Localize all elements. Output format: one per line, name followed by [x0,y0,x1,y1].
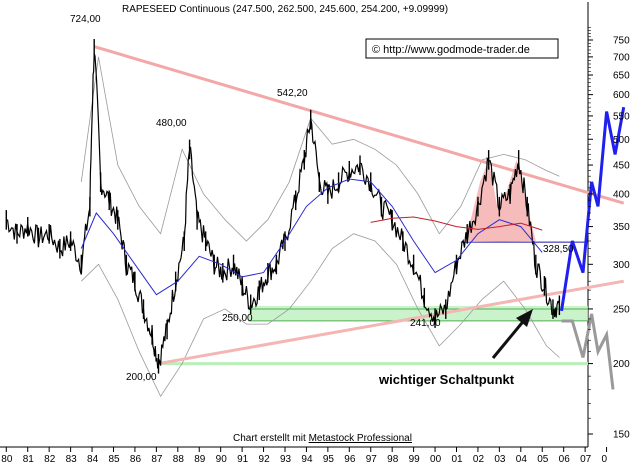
forecast-bullish [560,106,626,312]
forecast-bearish [561,313,615,390]
x-tick-label: 86 [130,454,142,464]
x-tick-label: 00 [430,454,442,464]
copyright-box [365,38,559,59]
y-tick-label: 650 [613,71,630,82]
x-tick-label: 82 [44,454,56,464]
pivot-arrow-head [516,309,533,327]
x-tick-label: 02 [473,454,485,464]
label-peak-1984: 724,00 [70,14,101,25]
x-tick-label: 93 [280,454,292,464]
x-tick-label: 81 [23,454,35,464]
x-tick-label: 97 [366,454,378,464]
y-tick-label: 350 [613,222,630,233]
chart-title: RAPESEED Continuous (247.500, 262.500, 2… [122,4,448,15]
x-tick-label: 80 [1,454,13,464]
band-lower [81,233,560,398]
chart-credit: Chart erstellt mit Metastock Professiona… [233,433,412,444]
ma-red [370,216,543,231]
pivot-arrow-shaft [491,317,528,359]
label-low-2000: 241,00 [410,318,441,329]
x-tick-label: 88 [173,454,185,464]
y-tick-label: 500 [613,135,630,146]
label-low-1991: 250,00 [222,313,253,324]
y-tick-label: 600 [613,90,630,101]
x-tick-label: 89 [194,454,206,464]
x-tick-label: 94 [301,454,313,464]
x-tick-label: 98 [387,454,399,464]
y-axis-ticks: 150 200 250 300 350 400 450 500 550 600 650 700 750 [588,26,630,441]
x-tick-label: 92 [259,454,271,464]
head-shoulders-pattern [465,159,536,243]
credit-link[interactable]: Metastock Professional [309,433,412,444]
x-tick-label: 96 [344,454,356,464]
ma-blue [80,178,543,296]
x-tick-label: 06 [559,454,571,464]
pattern-fill [465,159,536,243]
x-tick-label: 03 [494,454,506,464]
band-upper [80,56,560,242]
y-tick-label: 550 [613,111,630,122]
y-tick-label: 200 [613,359,630,370]
x-tick-label: 04 [516,454,528,464]
x-tick-label: 83 [66,454,78,464]
y-tick-label: 750 [613,36,630,47]
label-pivot: wichtiger Schaltpunkt [378,372,515,387]
x-tick-label: 05 [537,454,549,464]
y-tick-label: 250 [613,304,630,315]
copyright-text: © http://www.godmode-trader.de [372,44,530,56]
label-peak-1994: 542,20 [277,88,308,99]
volatility-bands [80,56,560,398]
label-low-1987: 200,00 [126,372,157,383]
y-tick-label: 700 [613,52,630,63]
x-tick-label: 85 [108,454,120,464]
y-tick-label: 400 [613,189,630,200]
x-tick-label: 87 [151,454,163,464]
x-tick-label: 01 [451,454,463,464]
credit-prefix: Chart erstellt mit [233,433,309,444]
label-neckline: 328,50 [543,244,574,255]
x-tick-label: 90 [216,454,228,464]
y-tick-label: 450 [613,161,630,172]
moving-averages [80,178,543,296]
x-tick-label: 84 [87,454,99,464]
x-tick-label: 07 [580,454,592,464]
y-tick-label: 150 [613,430,630,441]
label-peak-1988: 480,00 [156,118,187,129]
x-tick-label: 0 [602,454,608,464]
trendline-down [93,45,625,205]
forecast-paths [560,106,626,390]
y-tick-label: 300 [613,260,630,271]
support-band-250 [248,305,589,321]
price-layer [5,39,561,374]
x-tick-label: 91 [237,454,249,464]
x-axis-ticks: 80 81 82 83 84 85 86 87 88 89 90 91 92 93 94 95 96 97 98 99… [1,447,608,464]
x-tick-label: 99 [409,454,421,464]
x-tick-label: 95 [323,454,335,464]
